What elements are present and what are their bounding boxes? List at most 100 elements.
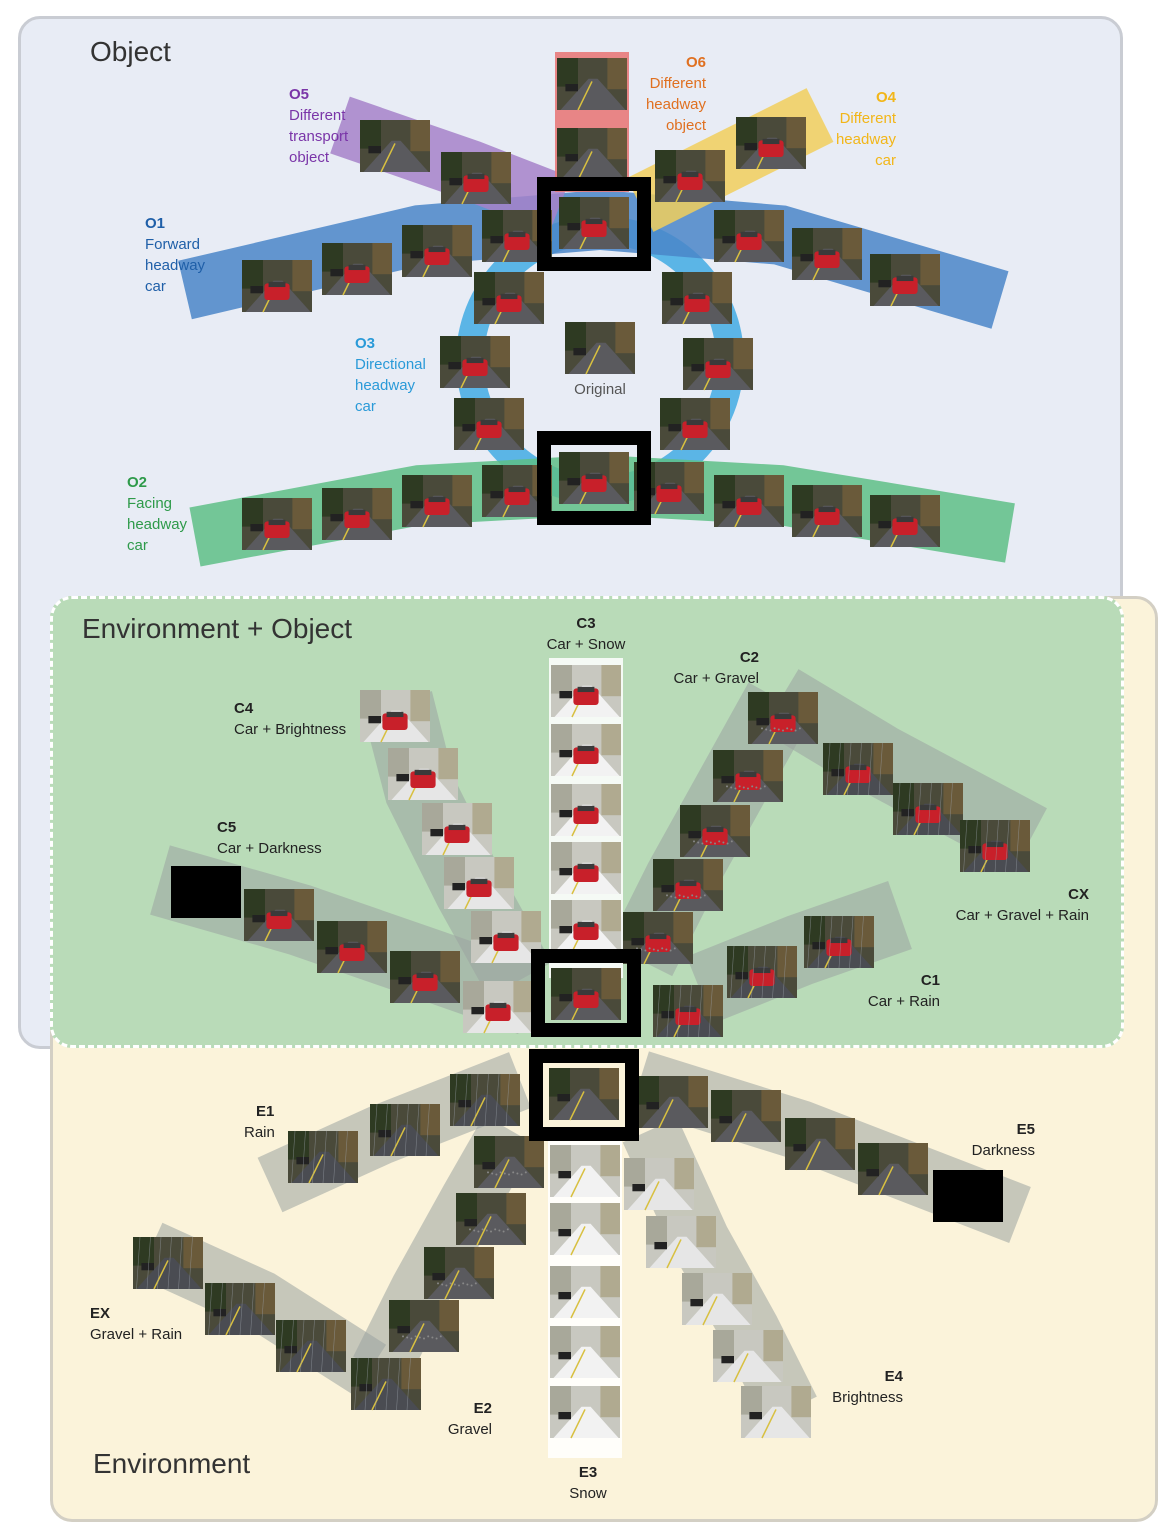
label-c2-text: Car + Gravel (673, 670, 759, 687)
e3-thumb (550, 1266, 620, 1319)
label-c3-code: C3 (576, 615, 596, 632)
o5-thumb (441, 152, 511, 205)
e3-thumb (550, 1145, 620, 1198)
label-o6-code: O6 (685, 54, 706, 71)
o2-thumb (792, 485, 862, 538)
label-o1-code: O1 (145, 215, 166, 232)
o3-thumb (474, 272, 544, 325)
e2-thumb (474, 1136, 544, 1189)
o6-thumb (557, 128, 627, 181)
e2-thumb (424, 1247, 494, 1300)
ex-thumb (133, 1236, 203, 1290)
e4-thumb (646, 1216, 716, 1269)
label-o4-line3: car (875, 152, 896, 169)
label-o1-line2: headway (145, 257, 206, 274)
c3-thumb (551, 724, 621, 777)
e3-thumb (550, 1203, 620, 1256)
o1-thumb (870, 254, 940, 307)
e5-thumb (933, 1170, 1003, 1222)
label-o4-code: O4 (875, 89, 896, 106)
label-c1-text: Car + Rain (867, 993, 940, 1010)
label-o6-line1: Different (649, 75, 706, 92)
label-e3-text: Snow (569, 1485, 607, 1502)
label-e5-code: E5 (1016, 1121, 1035, 1138)
c5-thumb (244, 889, 314, 942)
e5-thumb (858, 1143, 928, 1196)
c1-thumb (727, 945, 797, 999)
o3-thumb (660, 398, 730, 451)
o1-thumb (402, 225, 472, 278)
label-original: Original (574, 381, 626, 398)
center-thumb (551, 968, 621, 1021)
o1-thumb (322, 243, 392, 296)
label-o4-line1: Different (839, 110, 896, 127)
c3-thumb (551, 842, 621, 895)
c1-thumb (653, 984, 723, 1038)
label-e4: E4 Brightness (826, 1366, 903, 1408)
label-o5-line3: object (289, 149, 330, 166)
label-c1-code: C1 (920, 972, 940, 989)
c4-thumb (463, 981, 533, 1034)
e4-thumb (682, 1273, 752, 1326)
label-o3: O3 Directional headway car (355, 333, 426, 417)
o2-thumb (322, 488, 392, 541)
label-o4: O4 Different headway car (826, 87, 896, 171)
label-cx: CX Car + Gravel + Rain (945, 884, 1089, 926)
label-o6: O6 Different headway object (635, 52, 706, 136)
o3-thumb (662, 272, 732, 325)
label-e4-code: E4 (884, 1368, 903, 1385)
label-o3-line3: car (355, 398, 376, 415)
label-o2-line3: car (127, 537, 148, 554)
label-e5-text: Darkness (971, 1142, 1035, 1159)
label-o1-line1: Forward (145, 236, 201, 253)
e5-thumb (785, 1118, 855, 1171)
o1-thumb (714, 210, 784, 263)
e4-thumb (741, 1386, 811, 1439)
o3-thumb (440, 336, 510, 389)
label-e4-text: Brightness (832, 1389, 903, 1406)
e1-thumb (450, 1073, 520, 1127)
label-o3-line1: Directional (355, 356, 426, 373)
e5-thumb (711, 1090, 781, 1143)
c4-thumb (422, 803, 492, 856)
o3-thumb (454, 398, 524, 451)
label-e1: E1 Rain (244, 1101, 275, 1143)
o3-thumb (683, 338, 753, 391)
o6-thumb (557, 58, 627, 111)
c2-thumb (653, 859, 723, 912)
label-c2-code: C2 (739, 649, 759, 666)
o1-band (178, 190, 1009, 329)
o2-center-thumb (559, 452, 629, 505)
e1-thumb (288, 1130, 358, 1184)
c4-thumb (388, 748, 458, 801)
e3-thumb (550, 1326, 620, 1379)
o2-thumb (242, 498, 312, 551)
label-e5: E5 Darkness (965, 1119, 1035, 1161)
label-o5-line2: transport (289, 128, 349, 145)
label-c5-code: C5 (217, 819, 237, 836)
label-cx-code: CX (1068, 886, 1089, 903)
label-o5-code: O5 (289, 86, 310, 103)
o1-thumb (792, 228, 862, 281)
o4-thumb (655, 150, 725, 203)
label-o2-code: O2 (127, 474, 148, 491)
c1-thumb (804, 915, 874, 969)
c2-thumb (713, 750, 783, 803)
label-c3: C3 Car + Snow (536, 613, 636, 655)
label-c4-code: C4 (234, 700, 254, 717)
e3-thumb (550, 1386, 620, 1439)
c5-thumb (171, 866, 241, 918)
o2-center-frame (537, 431, 651, 525)
environment-region-title: Environment (93, 1448, 251, 1479)
o2-thumb (714, 475, 784, 528)
label-o6-line2: headway (645, 96, 706, 113)
o2-thumb (870, 495, 940, 548)
label-o5-line1: Different (289, 107, 346, 124)
ex-thumb (205, 1282, 275, 1336)
o1-center-thumb (559, 197, 629, 250)
e2-thumb (389, 1300, 459, 1353)
original-thumb (565, 322, 635, 375)
ex-thumb (351, 1357, 421, 1411)
label-c3-text: Car + Snow (546, 636, 626, 653)
label-o1: O1 Forward headway car (145, 213, 205, 297)
